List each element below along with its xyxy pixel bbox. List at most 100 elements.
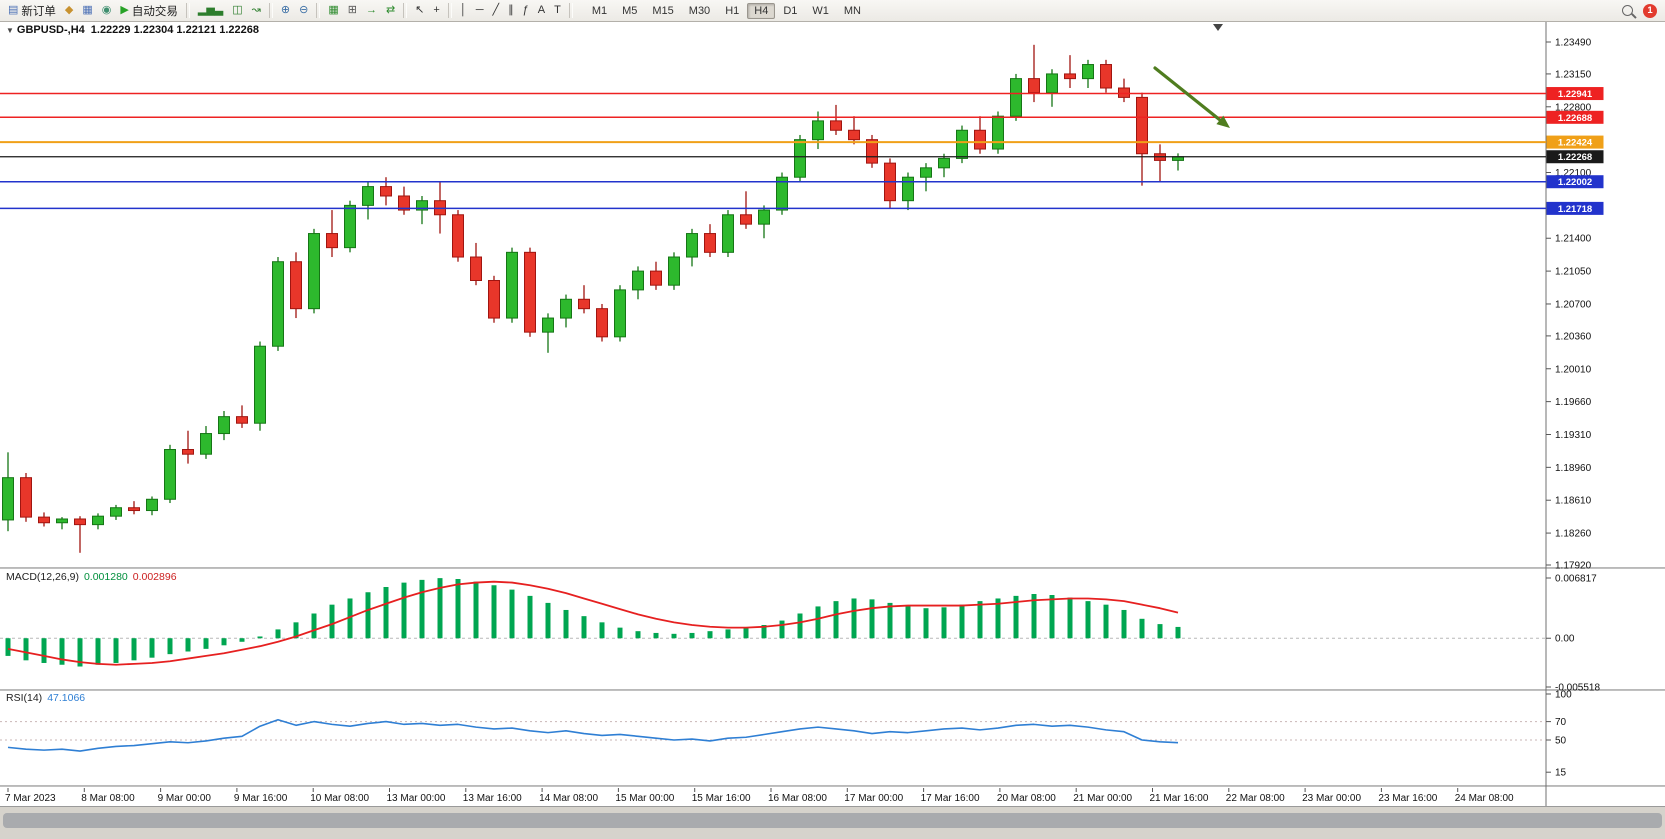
status-bar — [0, 806, 1665, 839]
time-axis-label: 13 Mar 16:00 — [463, 793, 522, 804]
channel-button[interactable]: ∥ — [504, 4, 518, 17]
price-axis-label: 1.19660 — [1555, 397, 1592, 408]
time-axis-label: 7 Mar 2023 — [5, 793, 56, 804]
timeframe-switcher: M1 M5 M15 M30 H1 H4 D1 W1 MN — [585, 2, 868, 19]
timeframe-D1[interactable]: D1 — [783, 4, 798, 17]
timeframe-MN[interactable]: MN — [843, 4, 861, 17]
time-axis-label: 13 Mar 00:00 — [387, 793, 446, 804]
notification-badge[interactable]: 1 — [1643, 3, 1657, 18]
candlestick-chart-button[interactable]: ◫ — [228, 4, 246, 17]
tile-windows-button[interactable]: ⊞ — [344, 4, 361, 17]
time-axis-label: 9 Mar 00:00 — [158, 793, 212, 804]
price-axis-label: 1.21050 — [1555, 267, 1592, 278]
price-axis-label: 1.18260 — [1555, 529, 1592, 540]
timeframe-H4[interactable]: H4 — [747, 2, 776, 19]
search-icon[interactable] — [1622, 5, 1633, 16]
price-axis-label: 1.20360 — [1555, 331, 1592, 342]
timeframe-M1[interactable]: M1 — [591, 4, 608, 17]
time-axis-label: 23 Mar 00:00 — [1302, 793, 1361, 804]
rsi-indicator-label: RSI(14) 47.1066 — [6, 692, 85, 704]
chart-shift-marker-icon[interactable] — [1213, 24, 1223, 31]
timeframe-M5[interactable]: M5 — [622, 4, 638, 17]
cursor-button[interactable]: ↖ — [411, 4, 428, 17]
line-chart-button[interactable]: ↝ — [248, 4, 265, 17]
auto-trading-button[interactable]: ▶ 自动交易 — [116, 2, 181, 20]
price-axis-label: 1.21400 — [1555, 234, 1592, 245]
rsi-axis-label: 70 — [1555, 717, 1567, 728]
line-chart-icon: ↝ — [251, 4, 261, 16]
macd-axis-label: -0.005518 — [1555, 683, 1600, 694]
macd-axis-label: 0.006817 — [1555, 574, 1597, 585]
auto-scroll-button[interactable]: → — [362, 4, 381, 17]
time-axis-label: 22 Mar 08:00 — [1226, 793, 1285, 804]
candlestick-chart-icon: ◫ — [232, 4, 243, 16]
channel-icon: ∥ — [508, 4, 514, 16]
toolbar: ▤ 新订单 ◆ ▦ ◉ ▶ 自动交易 ▂▅▃ ◫ ↝ ⊕ ⊖ ▦ ⊞ → ⇄ ↖ + │ ─ ╱ ∥ ƒ A T M1 M5 M15… — [0, 0, 1665, 22]
time-axis-label: 17 Mar 00:00 — [844, 793, 903, 804]
arrow-tools-icon: T — [554, 4, 561, 16]
new-order-button[interactable]: ▤ 新订单 — [4, 2, 60, 20]
macd-signal-line — [7, 580, 1179, 666]
market-watch-icon: ◆ — [64, 4, 74, 16]
time-axis-label: 23 Mar 16:00 — [1378, 793, 1437, 804]
horizontal-line-icon: ─ — [475, 4, 484, 16]
vertical-line-icon: │ — [459, 4, 467, 16]
chart-shift-icon: ⇄ — [385, 4, 396, 16]
auto-trading-label: 自动交易 — [131, 5, 178, 18]
trendline-icon: ╱ — [492, 4, 500, 16]
crosshair-icon: + — [433, 4, 440, 16]
rsi-axis-label: 15 — [1555, 768, 1567, 779]
arrow-tools-button[interactable]: T — [550, 4, 565, 17]
indicators-icon: ▦ — [328, 4, 339, 16]
cursor-icon: ↖ — [415, 4, 425, 16]
price-axis-label: 1.17920 — [1555, 561, 1592, 572]
time-axis-label: 8 Mar 08:00 — [81, 793, 135, 804]
time-axis-label: 20 Mar 08:00 — [997, 793, 1056, 804]
vertical-line-button[interactable]: │ — [456, 4, 471, 17]
text-button[interactable]: A — [534, 4, 549, 17]
toolbar-buttons: ▤ 新订单 ◆ ▦ ◉ ▶ 自动交易 ▂▅▃ ◫ ↝ ⊕ ⊖ ▦ ⊞ → ⇄ ↖ + │ ─ ╱ ∥ ƒ A T — [4, 2, 576, 20]
time-axis-label: 21 Mar 16:00 — [1150, 793, 1209, 804]
indicators-button[interactable]: ▦ — [324, 4, 342, 17]
toolbar-separator — [447, 3, 452, 18]
chart-shift-button[interactable]: ⇄ — [382, 4, 399, 17]
price-level-badge — [1546, 87, 1604, 101]
navigator-icon: ◉ — [101, 4, 112, 16]
rsi-value: 47.1066 — [47, 692, 86, 704]
zoom-out-button[interactable]: ⊖ — [295, 4, 312, 17]
bar-chart-icon: ▂▅▃ — [197, 4, 224, 16]
toolbar-separator — [403, 3, 408, 18]
timeframe-W1[interactable]: W1 — [812, 4, 829, 17]
ohlc-values: 1.22229 1.22304 1.22121 1.22268 — [90, 24, 259, 36]
trendline-button[interactable]: ╱ — [488, 4, 503, 17]
timeframe-M30[interactable]: M30 — [688, 4, 711, 17]
toolbar-separator — [185, 3, 190, 18]
price-level-badge — [1546, 175, 1604, 189]
price-axis-label: 1.22100 — [1555, 168, 1592, 179]
toolbar-separator — [568, 3, 573, 18]
price-badge-label: 1.22688 — [1558, 113, 1592, 124]
time-axis-label: 21 Mar 00:00 — [1073, 793, 1132, 804]
bar-chart-button[interactable]: ▂▅▃ — [194, 4, 227, 17]
trend-arrow[interactable] — [1153, 66, 1222, 122]
timeframe-M15[interactable]: M15 — [652, 4, 674, 17]
time-axis-label: 14 Mar 08:00 — [539, 793, 598, 804]
navigator-button[interactable]: ◉ — [98, 4, 116, 17]
horizontal-line-button[interactable]: ─ — [472, 4, 488, 17]
timeframe-H1[interactable]: H1 — [725, 4, 740, 17]
window-bottom-strip — [3, 813, 1662, 828]
fibonacci-button[interactable]: ƒ — [519, 4, 533, 17]
collapse-triangle-icon[interactable]: ▼ — [6, 26, 14, 35]
market-watch-button[interactable]: ◆ — [61, 4, 77, 17]
toolbar-separator — [316, 3, 321, 18]
tile-windows-icon: ⊞ — [347, 4, 357, 16]
text-icon: A — [537, 4, 546, 16]
zoom-in-button[interactable]: ⊕ — [277, 4, 294, 17]
price-axis-label: 1.18610 — [1555, 496, 1592, 507]
data-window-button[interactable]: ▦ — [78, 4, 96, 17]
crosshair-button[interactable]: + — [429, 4, 443, 17]
auto-scroll-icon: → — [365, 4, 377, 16]
price-level-badge — [1546, 110, 1604, 124]
